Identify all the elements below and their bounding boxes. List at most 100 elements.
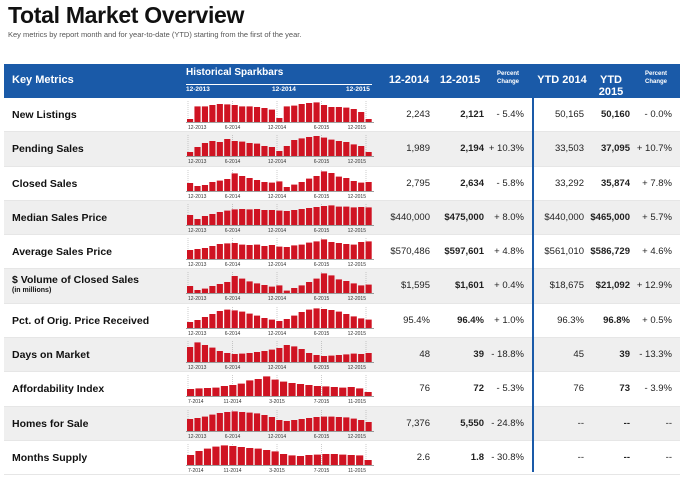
value-12-2015: 2,634	[460, 177, 484, 189]
value-ytd-2015: $586,729	[590, 246, 630, 258]
sparkbar	[298, 104, 305, 122]
value-ytd-2014: $440,000	[544, 211, 584, 223]
sparkbar	[237, 446, 245, 465]
metric-name: Months Supply	[12, 451, 88, 464]
value-ytd-2014: --	[577, 417, 584, 429]
value-12-2014: 76	[419, 383, 430, 395]
sparkbar	[239, 279, 246, 294]
header-percent-change: Percent Change	[496, 71, 519, 85]
sparkbar	[231, 411, 238, 431]
sparkbar	[276, 419, 283, 431]
metric-name: Affordability Index	[12, 383, 105, 396]
sparkbar	[239, 311, 246, 328]
value-ytd-2015: 37,095	[600, 143, 630, 155]
sparkbar	[224, 353, 231, 363]
sparkbar	[203, 448, 212, 465]
metric-name: Closed Sales	[12, 177, 78, 190]
sparkbar	[268, 209, 275, 225]
sparkbar	[253, 352, 261, 363]
metric-label: Homes for Sale	[12, 418, 88, 430]
value-12-2014: 7,376	[406, 417, 430, 429]
value-ytd-2014: 96.3%	[557, 314, 584, 326]
sparkbar	[224, 411, 231, 431]
sparkbar-tick-label: 12-2014	[268, 296, 287, 301]
sparkbar	[231, 310, 238, 328]
sparkbar	[335, 176, 342, 191]
sparkbar	[216, 412, 223, 431]
sparkbar-tick-label: 12-2013	[188, 262, 207, 267]
sparkbar	[306, 242, 313, 260]
value-ytd-2015: 73	[619, 383, 630, 395]
sparkbar	[291, 315, 298, 328]
sparkbar	[288, 383, 296, 397]
sparkbar	[224, 139, 231, 157]
sparkbar	[246, 106, 253, 122]
sparkbar-chart: 12-2013 6-2014 12-2014 6-2015 12-2015	[186, 341, 374, 370]
metric-label: $ Volume of Closed Sales (in millions)	[12, 274, 139, 294]
sparkbar	[212, 387, 220, 397]
sparkbar	[268, 287, 275, 294]
sparkbar-tick-label: 12-2013	[188, 125, 207, 130]
metric-label: Median Sales Price	[12, 212, 107, 224]
sparkbar	[187, 119, 194, 122]
sparkbar	[298, 138, 305, 157]
sparkbar	[268, 416, 275, 431]
sparkbar	[358, 285, 365, 294]
sparkbar	[246, 245, 253, 260]
table-row: $ Volume of Closed Sales (in millions) 12-…	[4, 269, 680, 304]
sparkbar	[220, 386, 228, 397]
sparkbar	[283, 210, 290, 225]
table-header: Key Metrics Historical Sparkbars 12-2013…	[4, 64, 680, 98]
sparkbar	[231, 243, 238, 260]
sparkbar	[216, 180, 223, 191]
sparkbar	[237, 383, 245, 397]
sparkbar	[335, 416, 342, 431]
sparkbar	[313, 102, 320, 122]
sparkbar	[296, 384, 305, 397]
sparkbar	[209, 105, 216, 122]
sparkbar	[364, 459, 372, 465]
sparkbar	[313, 175, 320, 191]
metric-name: Homes for Sale	[12, 417, 89, 430]
page-subtitle: Key metrics by report month and for year…	[8, 30, 302, 39]
sparkbar	[320, 416, 328, 431]
sparkbar	[187, 250, 194, 260]
sparkbar	[358, 354, 365, 363]
sparkbar	[313, 308, 320, 328]
header-ytd-2015: YTD 2015	[598, 74, 624, 98]
sparkbar-tick-label: 6-2014	[225, 434, 241, 439]
sparkbar	[253, 283, 261, 294]
sparkbar	[253, 107, 261, 122]
sparkbar	[201, 248, 209, 260]
sparkbar	[231, 172, 238, 191]
sparkbar	[291, 184, 298, 191]
header-date-2: 12-2014	[272, 86, 296, 93]
value-ytd-2014: 45	[573, 349, 584, 361]
sparkbar-tick-label: 12-2015	[348, 296, 367, 301]
sparkbar	[246, 177, 253, 191]
sparkbar	[239, 411, 246, 431]
sparkbar	[291, 346, 298, 363]
ytd-percent-change: + 5.7%	[642, 211, 672, 223]
sparkbar	[261, 246, 268, 260]
metric-label: Pct. of Orig. Price Received	[12, 315, 149, 327]
header-sparkbar-dates: 12-2013 12-2014 12-2015	[186, 84, 372, 95]
sparkbar	[365, 241, 372, 260]
sparkbar-tick-label: 12-2013	[188, 228, 207, 233]
sparkbar-tick-label: 7-2015	[314, 468, 330, 473]
sparkbar	[320, 356, 328, 363]
metric-label: Average Sales Price	[12, 246, 112, 258]
sparkbar	[313, 206, 320, 225]
table-row: Days on Market 12-2013 6-2014 12-2014 6-2015…	[4, 338, 680, 373]
table-row: Pending Sales 12-2013 6-2014 12-2014 6-2015 1…	[4, 132, 680, 167]
sparkbar	[261, 351, 268, 363]
sparkbar	[209, 286, 216, 294]
sparkbar	[339, 454, 347, 465]
percent-change: - 5.3%	[496, 383, 524, 395]
sparkbar	[201, 215, 209, 225]
sparkbar	[330, 453, 338, 465]
value-12-2015: 1.8	[470, 451, 484, 463]
ytd-percent-change: + 12.9%	[636, 280, 672, 292]
sparkbar-tick-label: 7-2014	[188, 399, 204, 404]
table-row: Pct. of Orig. Price Received 12-2013 6-201…	[4, 304, 680, 339]
